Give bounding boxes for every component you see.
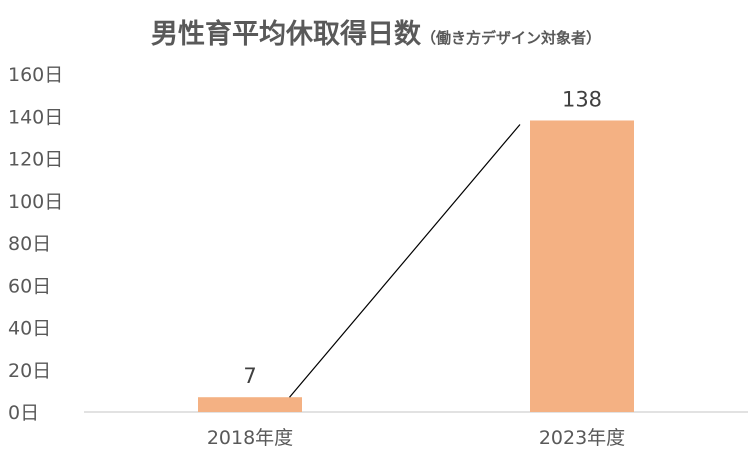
chart-title: 男性育平均休取得日数（働き方デザイン対象者）: [0, 12, 752, 51]
data-label: 138: [562, 87, 602, 111]
y-tick-label: 0日: [8, 402, 39, 424]
y-tick-label: 160日: [8, 64, 63, 86]
chart-subtitle: （働き方デザイン対象者）: [420, 29, 601, 47]
bar: [530, 120, 634, 412]
bar: [198, 397, 302, 412]
y-tick-label: 40日: [8, 318, 51, 340]
data-label: 7: [243, 364, 256, 388]
connector-line: [289, 124, 521, 398]
y-tick-label: 60日: [8, 275, 51, 297]
y-tick-label: 20日: [8, 360, 51, 382]
chart-title-main: 男性育平均休取得日数: [150, 19, 421, 50]
x-tick-label: 2023年度: [539, 427, 625, 449]
y-tick-label: 100日: [8, 191, 63, 213]
y-tick-label: 140日: [8, 106, 63, 128]
y-tick-label: 120日: [8, 149, 63, 171]
x-tick-label: 2018年度: [207, 427, 293, 449]
y-tick-label: 80日: [8, 233, 51, 255]
